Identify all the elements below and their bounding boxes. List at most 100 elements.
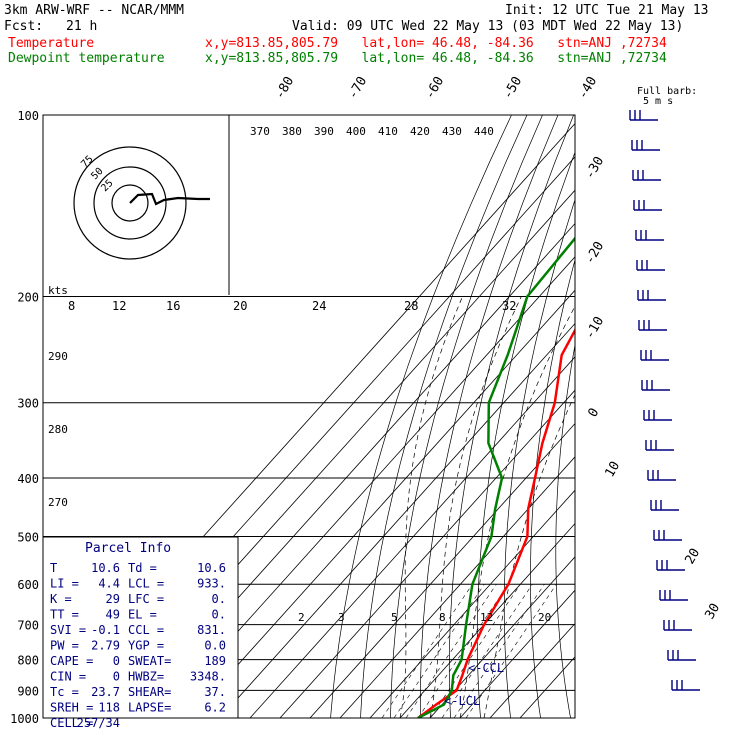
parcel-param-value: 10.6 xyxy=(91,561,120,575)
parcel-param-label: TT = xyxy=(50,608,79,622)
wind-barb xyxy=(633,200,662,211)
isotherm-label: -70 xyxy=(345,74,370,102)
mixing-ratio-label: 3 xyxy=(338,611,345,624)
mixing-ratio-line xyxy=(465,584,557,718)
parcel-param-label: LCL = xyxy=(128,577,164,591)
parcel-param-label: LI = xyxy=(50,577,79,591)
mixing-ratio-line xyxy=(381,584,473,718)
pressure-tick-label: 700 xyxy=(17,619,39,633)
isotherm-line xyxy=(159,256,575,718)
wind-barb xyxy=(667,650,696,661)
mixing-ratio-label: 8 xyxy=(439,611,446,624)
isotherm-line xyxy=(399,522,575,718)
lcl-marker: <-LCL xyxy=(444,694,480,708)
parcel-param-value: 0. xyxy=(212,608,226,622)
parcel-param-label: SVI = xyxy=(50,623,86,637)
mixing-ratio-line xyxy=(405,584,497,718)
theta-label: 290 xyxy=(48,350,68,363)
hodograph-ring xyxy=(73,146,187,260)
parcel-param-label: LAPSE= xyxy=(128,701,171,715)
parcel-info-title: Parcel Info xyxy=(85,541,171,556)
dry-adiabat-line xyxy=(604,115,666,718)
parcel-param-label: CIN = xyxy=(50,670,86,684)
mixing-ratio-line xyxy=(453,584,545,718)
mixing-ratio-label: 20 xyxy=(233,299,247,313)
pressure-tick-label: 1000 xyxy=(10,712,39,726)
pressure-tick-label: 900 xyxy=(17,684,39,698)
temperature-profile-line xyxy=(417,327,575,718)
parcel-param-label: K = xyxy=(50,592,72,606)
mixing-ratio-line xyxy=(429,584,521,718)
parcel-param-label: CAPE = xyxy=(50,654,93,668)
dry-adiabat-line xyxy=(672,115,721,718)
parcel-info-box xyxy=(42,536,239,719)
isotherm-line xyxy=(339,456,575,718)
wind-unit-label: kts xyxy=(48,284,68,297)
theta-label: 430 xyxy=(442,125,462,138)
wind-barb xyxy=(659,590,688,601)
wind-barb xyxy=(631,140,660,151)
ccl-marker: <-CCL xyxy=(468,661,504,675)
dry-adiabat-line xyxy=(330,115,512,718)
parcel-param-value: 4.4 xyxy=(98,577,120,591)
parcel-param-value: 933. xyxy=(197,577,226,591)
theta-label: 270 xyxy=(48,496,68,509)
mixing-ratio-label: 32 xyxy=(502,299,516,313)
isotherm-line xyxy=(309,422,575,718)
wind-barb xyxy=(653,530,682,541)
wind-barb xyxy=(645,440,674,451)
isotherm-label: -40 xyxy=(575,74,600,102)
hodograph-trace xyxy=(129,192,210,206)
pressure-tick-label: 500 xyxy=(17,530,39,544)
pressure-tick-label: 800 xyxy=(17,654,39,668)
wind-barb xyxy=(640,350,669,361)
theta-label: 410 xyxy=(378,125,398,138)
pressure-tick-label: 300 xyxy=(17,397,39,411)
parcel-param-value: 10.6 xyxy=(197,561,226,575)
dry-adiabat-line xyxy=(360,115,528,718)
isotherm-label: 10 xyxy=(602,459,623,480)
mixing-ratio-label: 24 xyxy=(312,299,326,313)
parcel-param-label: LFC = xyxy=(128,592,164,606)
hodograph-ring xyxy=(93,166,167,240)
pressure-tick-label: 400 xyxy=(17,472,39,486)
dry-adiabat-line xyxy=(555,342,575,718)
isotherm-label: -60 xyxy=(422,74,447,102)
isotherm-line xyxy=(519,656,575,718)
dry-adiabat-line xyxy=(503,198,575,718)
wind-barb xyxy=(629,110,658,121)
parcel-param-value: 831. xyxy=(197,623,226,637)
wind-barb xyxy=(638,320,667,331)
wind-barb xyxy=(635,230,664,241)
dry-adiabat-line xyxy=(735,115,740,718)
isotherm-label: -80 xyxy=(272,74,297,102)
dry-adiabat-line xyxy=(694,115,740,718)
isotherm-line xyxy=(279,389,575,718)
hodograph-ring xyxy=(111,184,149,222)
dewpoint-profile-line xyxy=(417,236,575,718)
dry-adiabat-line xyxy=(530,258,575,718)
pressure-tick-label: 100 xyxy=(17,109,39,123)
isotherm-label: -10 xyxy=(582,314,607,342)
parcel-param-value: 0.0 xyxy=(204,639,226,653)
parcel-param-label: T xyxy=(50,561,57,575)
mixing-ratio-line xyxy=(441,584,533,718)
temperature-legend: Temperature xyxy=(8,36,95,51)
parcel-param-value: 3348. xyxy=(190,670,226,684)
theta-label: 440 xyxy=(474,125,494,138)
isotherm-line xyxy=(369,489,575,718)
pressure-tick-label: 200 xyxy=(17,291,39,305)
isotherm-label: -20 xyxy=(582,239,607,267)
hodograph-ring-label: 75 xyxy=(79,154,95,170)
theta-label: 380 xyxy=(282,125,302,138)
isotherm-label: 30 xyxy=(702,601,723,622)
parcel-param-value: 0 xyxy=(113,654,120,668)
parcel-param-value: 37. xyxy=(204,685,226,699)
moist-adiabat-line xyxy=(399,296,463,718)
parcel-param-value: 29 xyxy=(106,592,120,606)
wind-barb xyxy=(636,260,665,271)
wind-barb xyxy=(647,470,676,481)
isotherm-line xyxy=(459,589,575,718)
theta-label: 390 xyxy=(314,125,334,138)
